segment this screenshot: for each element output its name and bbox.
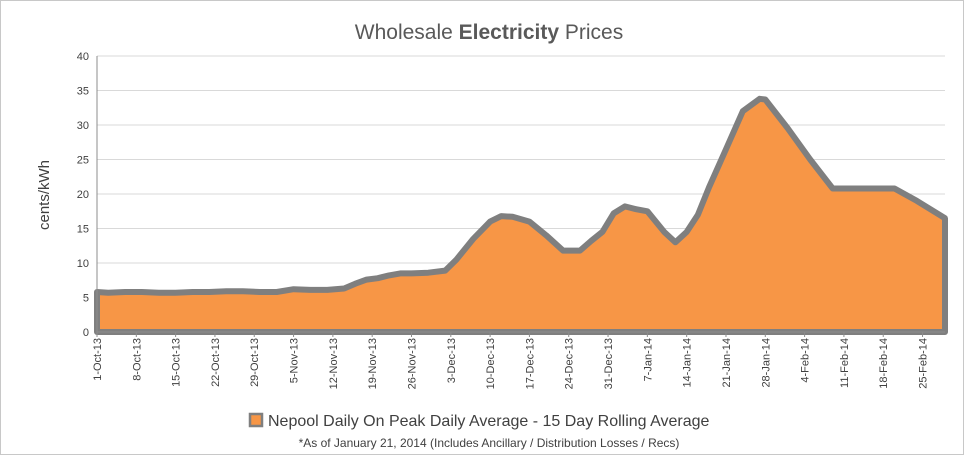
x-tick-label: 26-Nov-13 [406,338,418,389]
legend-label: Nepool Daily On Peak Daily Average - 15 … [268,413,710,430]
chart-title-suffix: Prices [559,21,623,44]
x-tick-label: 18-Feb-14 [878,338,890,389]
x-tick-label: 24-Dec-13 [564,338,576,389]
x-tick-label: 31-Dec-13 [603,338,615,389]
x-tick-label: 10-Dec-13 [485,338,497,389]
x-tick-label: 1-Oct-13 [92,338,104,381]
y-tick-label: 0 [83,327,89,339]
x-tick-label: 4-Feb-14 [800,338,812,383]
y-tick-label: 5 [83,293,89,305]
y-tick-label: 30 [77,120,89,132]
x-axis: 1-Oct-13 8-Oct-13 15-Oct-13 22-Oct-13 29-Oct… [92,56,945,389]
y-tick-label: 25 [77,155,89,167]
x-tick-label: 19-Nov-13 [367,338,379,389]
x-tick-label: 3-Dec-13 [446,338,458,383]
x-tick-label: 5-Nov-13 [289,338,301,383]
x-tick-label: 22-Oct-13 [210,338,222,387]
chart-title-bold: Electricity [459,21,560,44]
plot-area [94,95,948,335]
footnote: *As of January 21, 2014 (Includes Ancill… [299,436,680,450]
x-tick-label: 21-Jan-14 [721,338,733,388]
y-tick-label: 40 [77,51,89,63]
y-tick-label: 15 [77,224,89,236]
y-tick-label: 20 [77,189,89,201]
x-tick-label: 14-Jan-14 [682,338,694,388]
x-tick-label: 7-Jan-14 [642,338,654,381]
y-tick-label: 35 [77,86,89,98]
y-tick-label: 10 [77,258,89,270]
y-axis-label: cents/kWh [36,160,53,230]
x-tick-label: 12-Nov-13 [328,338,340,389]
x-tick-label: 11-Feb-14 [839,338,851,388]
chart-title: Wholesale Electricity Prices [355,21,623,44]
legend-swatch [248,412,264,428]
y-axis: 0 5 10 15 20 25 30 35 40 [77,51,89,339]
x-tick-label: 15-Oct-13 [171,338,183,387]
x-tick-label: 17-Dec-13 [524,338,536,389]
series-area [94,95,948,335]
legend: Nepool Daily On Peak Daily Average - 15 … [248,412,710,430]
x-tick-label: 8-Oct-13 [131,338,143,381]
x-tick-label: 28-Jan-14 [760,338,772,388]
chart-title-prefix: Wholesale [355,21,459,44]
x-tick-label: 29-Oct-13 [249,338,261,387]
x-tick-label: 25-Feb-14 [918,338,930,389]
